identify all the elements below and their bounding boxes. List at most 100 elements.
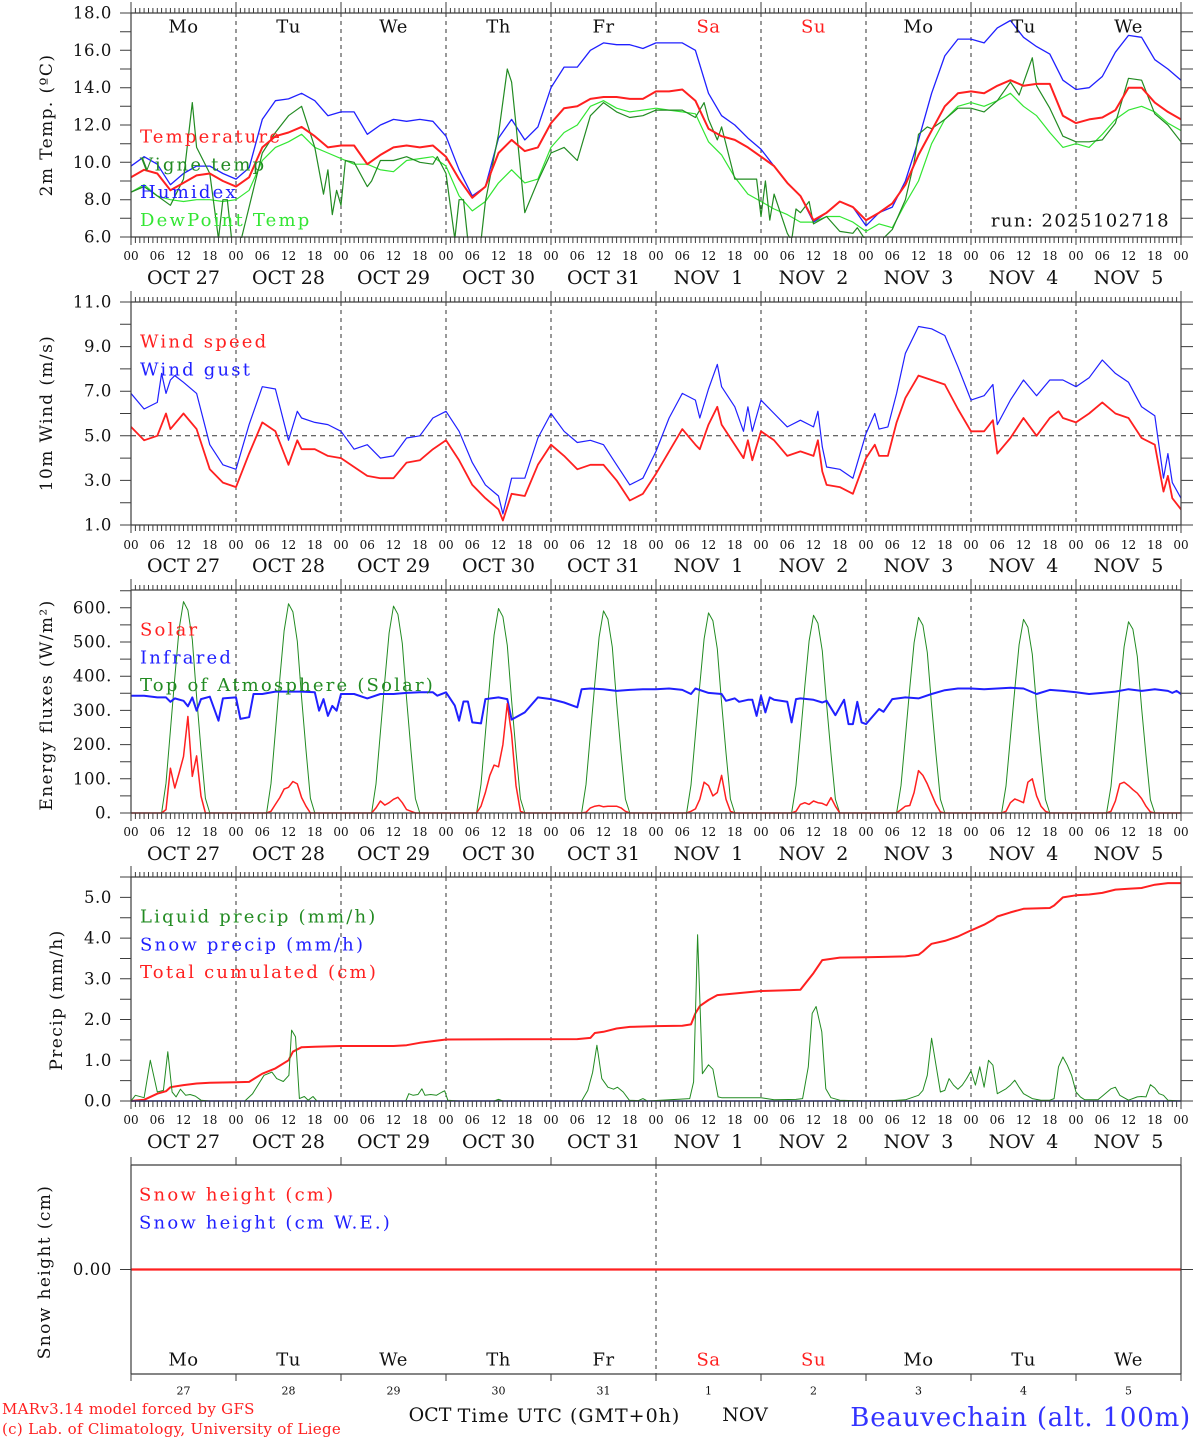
x-tick-label: 12: [176, 1113, 191, 1127]
weekday-label: Su: [801, 1350, 826, 1371]
x-tick-label: 18: [727, 825, 742, 839]
x-tick-label: 18: [202, 1113, 217, 1127]
x-tick-label: 06: [1095, 1113, 1110, 1127]
x-date-label: OCT 30: [462, 267, 535, 289]
weekday-label: Sa: [696, 17, 720, 38]
x-date-label: NOV 5: [1094, 843, 1164, 865]
x-tick-label: 06: [255, 825, 270, 839]
x-date-label: OCT 30: [462, 843, 535, 865]
x-tick-label: 06: [990, 249, 1005, 263]
x-tick-label: 06: [675, 249, 690, 263]
run-label: run: 2025102718: [991, 211, 1170, 232]
x-tick-label: 12: [911, 538, 926, 552]
x-tick-label: 12: [386, 249, 401, 263]
x-tick-label: 06: [150, 538, 165, 552]
x-tick-label: 12: [806, 825, 821, 839]
x-tick-label: 06: [885, 249, 900, 263]
left-axis-ticks: [120, 590, 131, 814]
x-tick-label: 18: [1042, 249, 1057, 263]
x-tick-label: 06: [150, 1113, 165, 1127]
y-tick-label: 3.0: [84, 471, 112, 490]
weekday-label: Tu: [1011, 1350, 1036, 1371]
series-line-dewpoint-temp: [131, 92, 1181, 232]
weekday-label: Tu: [276, 1350, 301, 1371]
x-tick-label: 18: [517, 538, 532, 552]
station-name: Beauvechain (alt. 100m): [850, 1403, 1191, 1433]
x-date-label: OCT 27: [147, 267, 220, 289]
x-tick-label: 00: [1068, 825, 1083, 839]
x-tick-label: 18: [1147, 825, 1162, 839]
x-tick-label: 00: [333, 249, 348, 263]
x-tick-label: 18: [832, 1113, 847, 1127]
y-tick-label: 10.0: [73, 153, 112, 172]
x-tick-label: 06: [1095, 249, 1110, 263]
x-date-label: NOV 3: [884, 267, 954, 289]
x-tick-label: 18: [937, 1113, 952, 1127]
x-tick-label: 00: [963, 538, 978, 552]
legend-entry-dewpoint-temp: DewPoint Temp: [140, 210, 311, 231]
y-tick-label: 100.: [73, 769, 112, 788]
x-tick-label: 00: [753, 1113, 768, 1127]
day-number-label: 1: [705, 1385, 712, 1398]
x-tick-label: 00: [753, 538, 768, 552]
legend-entry-snow-height-cm: Snow height (cm): [139, 1185, 335, 1206]
x-tick-label: 06: [255, 538, 270, 552]
x-tick-label: 12: [806, 1113, 821, 1127]
x-tick-label: 12: [491, 1113, 506, 1127]
x-tick-label: 12: [1016, 1113, 1031, 1127]
x-date-label: OCT 29: [357, 843, 430, 865]
month-label-oct: OCT: [409, 1404, 452, 1426]
x-tick-label: 06: [990, 538, 1005, 552]
x-tick-label: 12: [281, 538, 296, 552]
x-tick-label: 18: [937, 249, 952, 263]
x-tick-label: 18: [307, 538, 322, 552]
x-tick-label: 06: [570, 825, 585, 839]
x-tick-label: 00: [543, 249, 558, 263]
weekday-label: Su: [801, 17, 826, 38]
x-tick-label: 00: [123, 538, 138, 552]
x-date-label: OCT 28: [252, 267, 325, 289]
x-date-label: NOV 4: [989, 555, 1059, 577]
x-date-label: OCT 28: [252, 555, 325, 577]
weekday-label: We: [379, 1350, 408, 1371]
y-tick-label: 7.0: [84, 382, 112, 401]
x-tick-label: 12: [911, 1113, 926, 1127]
x-date-label: OCT 31: [567, 267, 640, 289]
y-tick-label: 16.0: [73, 41, 112, 60]
x-tick-label: 06: [570, 1113, 585, 1127]
x-tick-label: 00: [228, 538, 243, 552]
right-axis-ticks: [1181, 301, 1193, 526]
x-tick-label: 18: [412, 825, 427, 839]
y-tick-label: 300.: [73, 701, 112, 720]
x-tick-label: 18: [622, 1113, 637, 1127]
y-tick-label: 5.0: [84, 426, 112, 445]
y-tick-label: 11.0: [73, 293, 112, 312]
x-tick-label: 12: [386, 1113, 401, 1127]
x-tick-label: 12: [176, 825, 191, 839]
x-date-label: OCT 30: [462, 1131, 535, 1153]
x-tick-label: 06: [255, 1113, 270, 1127]
x-tick-label: 06: [1095, 538, 1110, 552]
x-tick-label: 00: [333, 1113, 348, 1127]
x-date-label: NOV 5: [1094, 1131, 1164, 1153]
x-date-label: NOV 2: [779, 843, 849, 865]
x-tick-label: 00: [123, 249, 138, 263]
wind-panel: 1.0 3.0 5.0 7.0 9.0 11.0 10m Wind (m/s) 00 06 12 1…: [37, 291, 1193, 577]
x-tick-label: 12: [1016, 825, 1031, 839]
y-tick-label: 12.0: [73, 116, 112, 135]
day-number-label: 31: [597, 1385, 611, 1398]
day-number-label: 4: [1020, 1385, 1027, 1398]
bottom-hour-ticks: [130, 237, 1182, 245]
x-tick-label: 18: [517, 825, 532, 839]
y-tick-label: 0.0: [84, 1092, 112, 1111]
x-tick-label: 00: [858, 538, 873, 552]
weekday-label: We: [1114, 17, 1143, 38]
x-tick-label: 00: [543, 1113, 558, 1127]
x-tick-label: 00: [858, 249, 873, 263]
left-axis-ticks: [120, 12, 131, 238]
y-axis-title: Snow height (cm): [35, 1185, 55, 1360]
x-tick-label: 00: [648, 249, 663, 263]
x-tick-label: 18: [412, 538, 427, 552]
x-tick-label: 00: [543, 825, 558, 839]
